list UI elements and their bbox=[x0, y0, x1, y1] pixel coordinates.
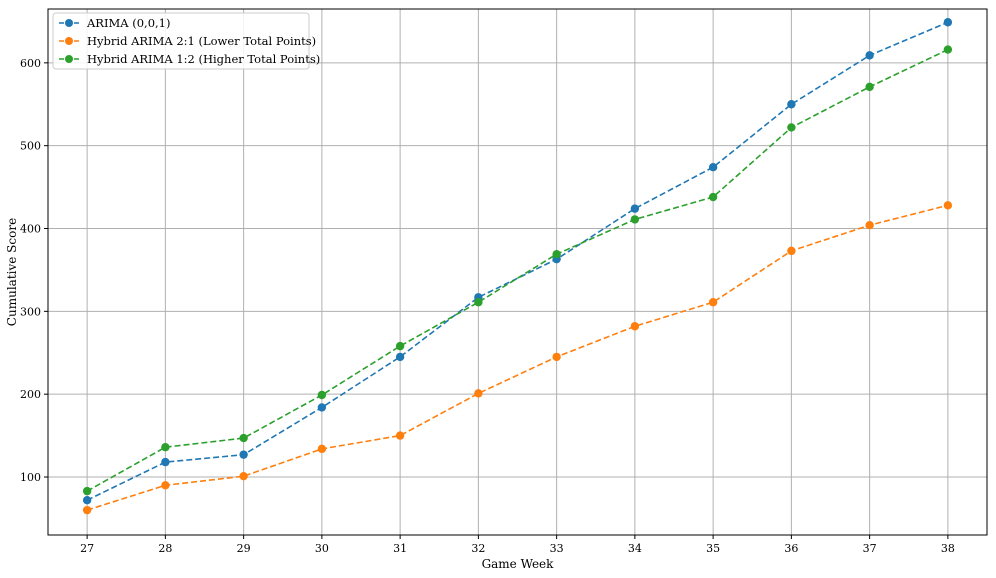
series-line-0 bbox=[86, 21, 949, 501]
data-point-series-1 bbox=[474, 389, 483, 398]
legend-marker-1 bbox=[65, 37, 73, 45]
data-point-series-1 bbox=[865, 220, 874, 230]
plot-background bbox=[48, 9, 987, 535]
axes: 27 28 29 30 31 32 33 34 35 36 37 38 100 200 300 400 500 6… bbox=[20, 57, 955, 555]
series-line-2 bbox=[86, 48, 949, 492]
legend-label-2: Hybrid ARIMA 1:2 (Higher Total Points) bbox=[87, 52, 320, 66]
data-point-series-0 bbox=[82, 496, 92, 505]
data-point-series-2 bbox=[630, 215, 640, 224]
data-point-series-1 bbox=[708, 298, 718, 307]
data-point-series-1 bbox=[395, 431, 405, 440]
y-tick-label: 300 bbox=[20, 305, 41, 318]
plot-frame bbox=[47, 8, 988, 536]
y-tick-label: 600 bbox=[20, 57, 41, 70]
series-line-1 bbox=[86, 204, 949, 511]
data-point-series-0 bbox=[865, 51, 874, 60]
data-point-series-0 bbox=[161, 457, 170, 467]
data-point-series-1 bbox=[317, 444, 327, 454]
data-point-series-2 bbox=[395, 341, 405, 351]
data-point-series-2 bbox=[161, 442, 170, 452]
legend-marker-2 bbox=[65, 55, 73, 63]
data-point-series-0 bbox=[317, 403, 327, 412]
legend-box bbox=[52, 12, 310, 70]
data-point-series-1 bbox=[552, 352, 561, 362]
x-tick-label: 32 bbox=[471, 542, 485, 555]
data-point-series-1 bbox=[161, 481, 170, 490]
data-point-series-0 bbox=[708, 163, 718, 172]
legend-label-1: Hybrid ARIMA 2:1 (Lower Total Points) bbox=[87, 34, 316, 48]
legend-label-0: ARIMA (0,0,1) bbox=[86, 16, 170, 30]
y-tick-label: 100 bbox=[20, 471, 41, 484]
x-tick-label: 34 bbox=[628, 542, 642, 555]
y-tick-label: 500 bbox=[20, 140, 41, 153]
data-point-series-2 bbox=[865, 82, 874, 92]
x-tick-label: 36 bbox=[784, 542, 798, 555]
data-point-series-2 bbox=[787, 123, 796, 132]
data-point-series-1 bbox=[82, 505, 92, 515]
legend: ARIMA (0,0,1) Hybrid ARIMA 2:1 (Lower Tot… bbox=[52, 12, 320, 70]
data-point-series-1 bbox=[239, 471, 248, 481]
x-tick-label: 27 bbox=[80, 542, 94, 555]
legend-marker-0 bbox=[65, 19, 73, 27]
data-point-series-2 bbox=[474, 298, 483, 307]
data-point-series-1 bbox=[787, 246, 796, 256]
x-tick-label: 29 bbox=[237, 542, 251, 555]
x-tick-label: 38 bbox=[941, 542, 955, 555]
x-axis-label: Game Week bbox=[482, 557, 555, 571]
data-point-series-2 bbox=[708, 192, 718, 202]
data-point-series-2 bbox=[552, 249, 561, 259]
series-layer bbox=[82, 18, 953, 515]
data-point-series-2 bbox=[943, 45, 953, 54]
data-point-series-2 bbox=[82, 486, 92, 496]
y-tick-label: 200 bbox=[20, 388, 41, 401]
x-tick-label: 35 bbox=[706, 542, 720, 555]
data-point-series-0 bbox=[239, 450, 248, 459]
data-point-series-0 bbox=[395, 352, 405, 362]
x-tick-label: 33 bbox=[550, 542, 564, 555]
data-point-series-0 bbox=[630, 204, 640, 213]
x-tick-label: 31 bbox=[393, 542, 407, 555]
data-point-series-2 bbox=[317, 390, 327, 400]
y-tick-label: 400 bbox=[20, 223, 41, 236]
data-point-series-0 bbox=[943, 18, 953, 27]
x-tick-label: 37 bbox=[863, 542, 877, 555]
data-point-series-1 bbox=[630, 322, 640, 331]
y-axis-label: Cumulative Score bbox=[5, 218, 19, 326]
grid bbox=[48, 9, 987, 535]
data-point-series-2 bbox=[239, 433, 248, 443]
data-point-series-0 bbox=[787, 100, 796, 109]
data-point-series-1 bbox=[943, 201, 953, 210]
x-tick-label: 30 bbox=[315, 542, 329, 555]
x-tick-label: 28 bbox=[158, 542, 172, 555]
